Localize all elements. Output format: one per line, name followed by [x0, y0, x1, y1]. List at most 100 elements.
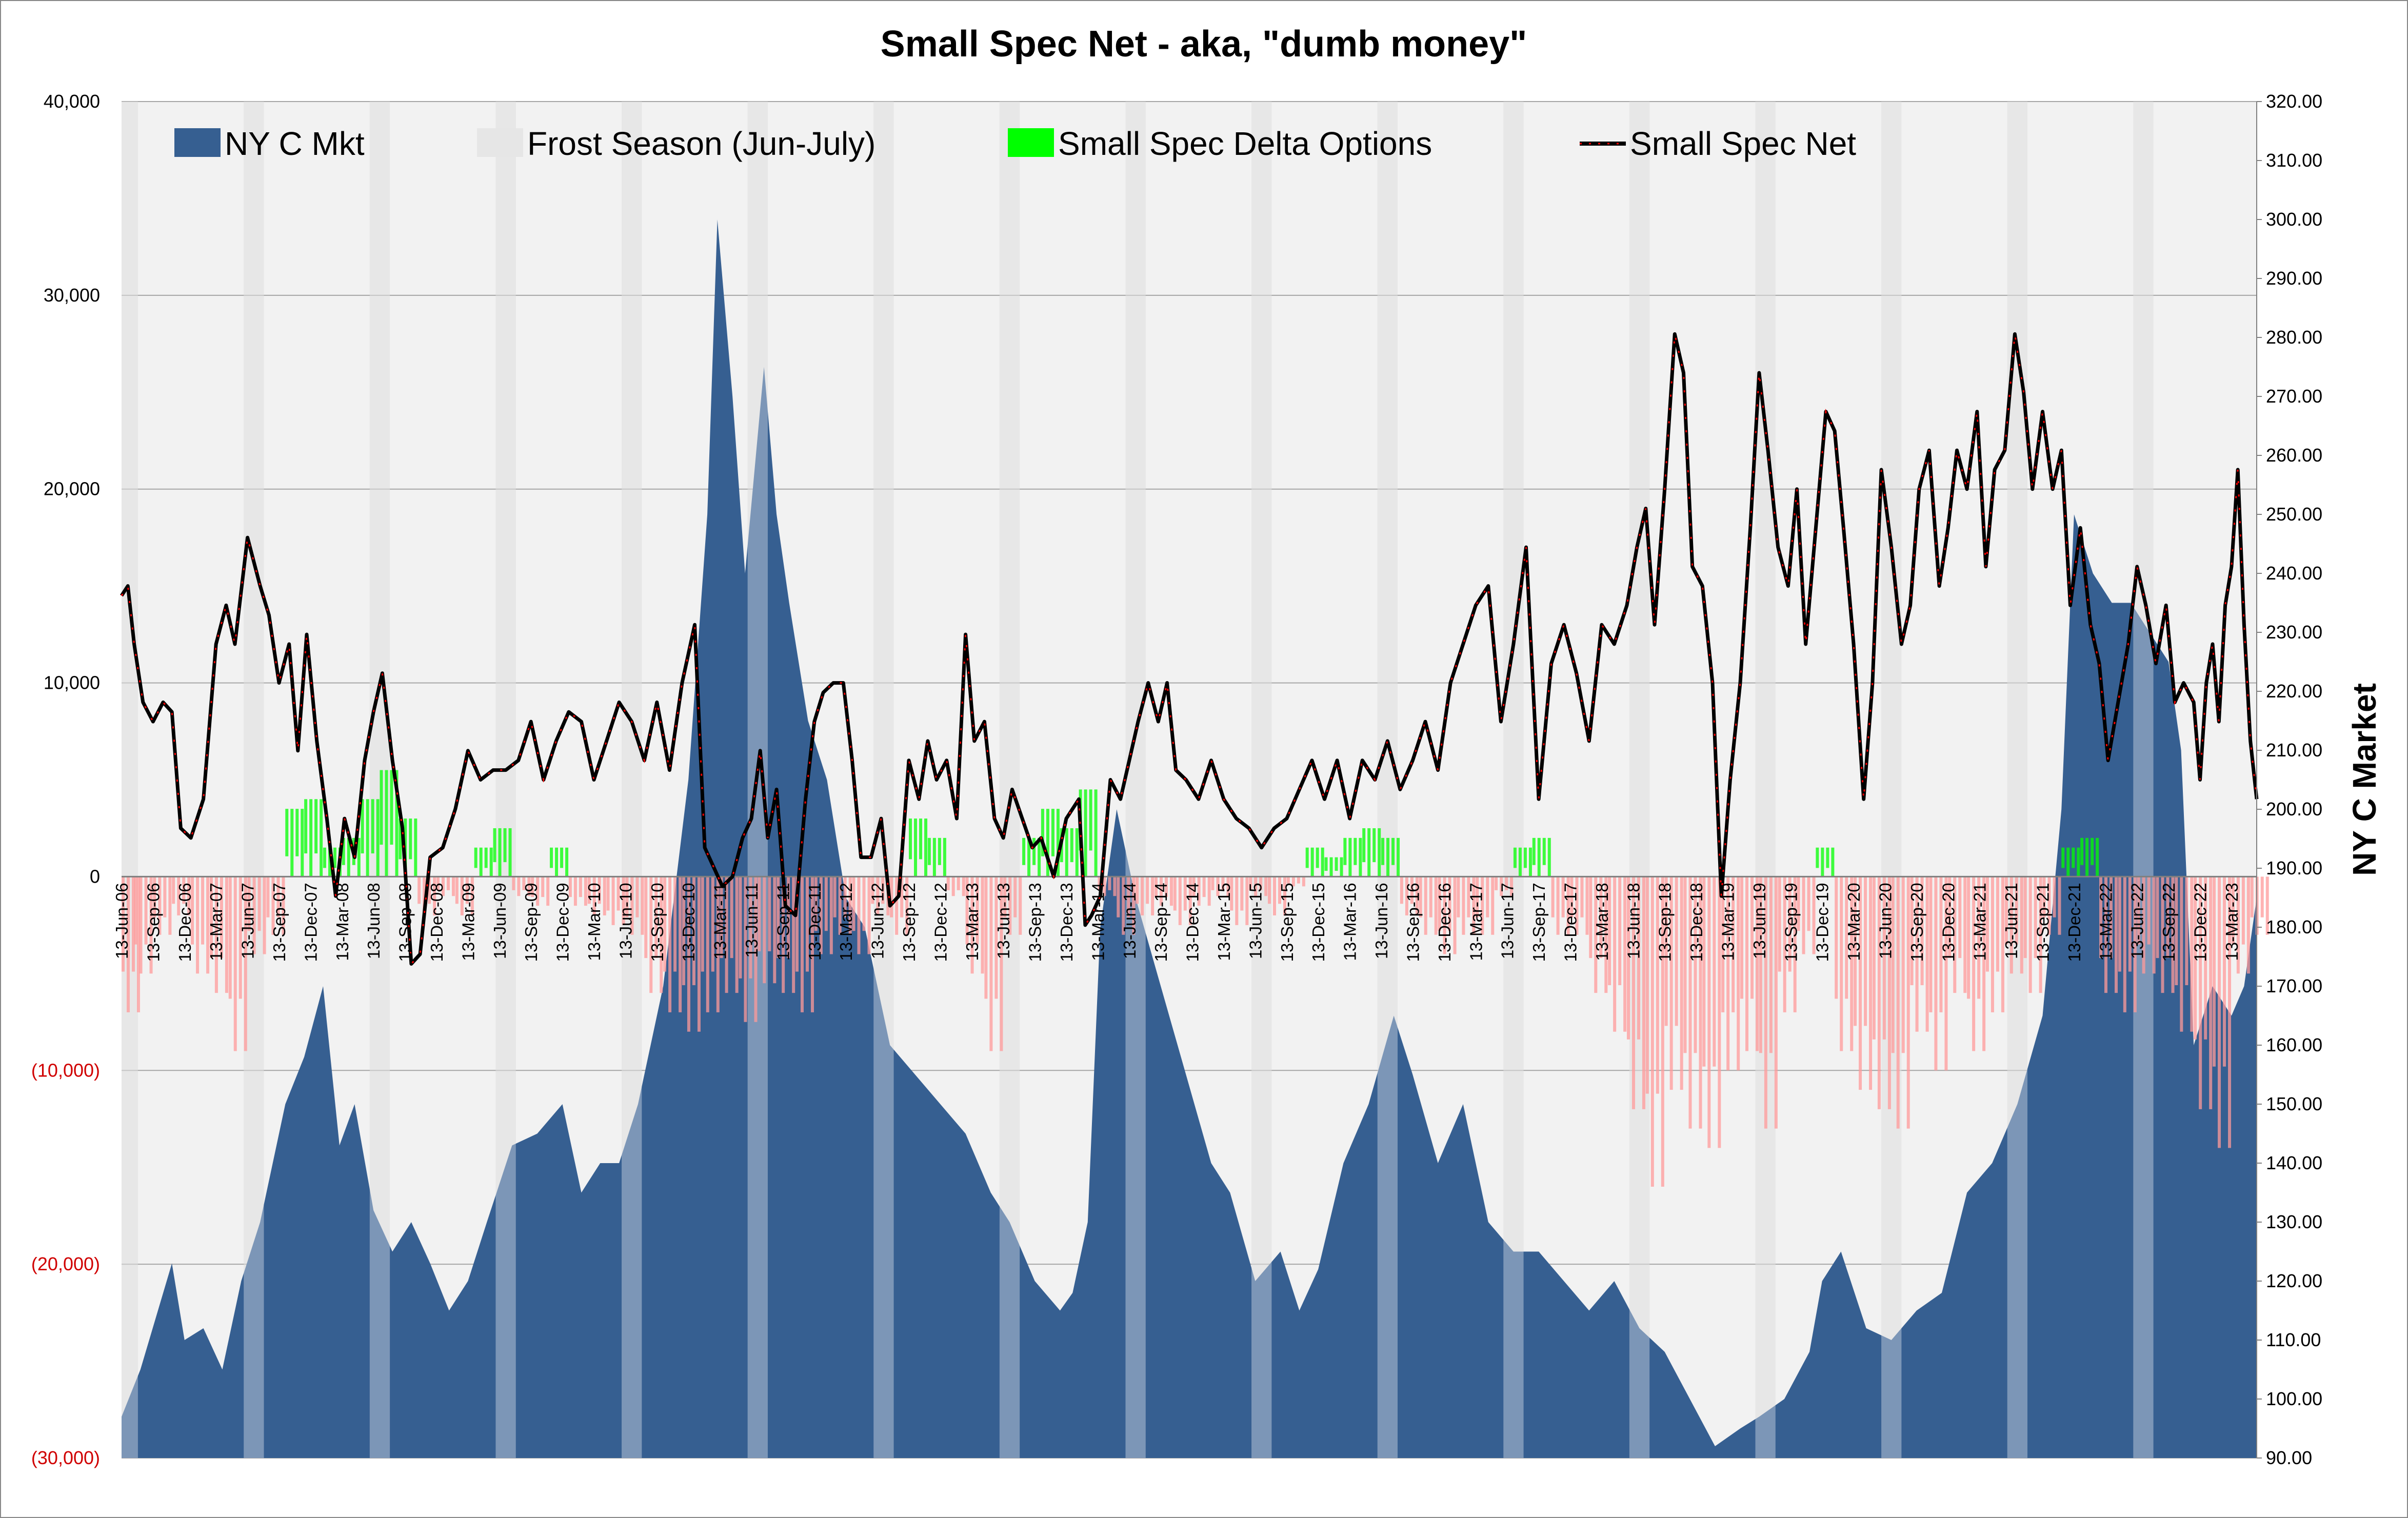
option-bar: [1977, 876, 1981, 999]
option-bar: [1178, 876, 1182, 925]
option-bar: [976, 876, 979, 945]
x-axis-tick: 13-Mar-17: [1466, 883, 1485, 961]
option-bar: [498, 828, 502, 877]
option-bar: [1958, 876, 1962, 958]
x-axis-tick: 13-Dec-10: [679, 883, 698, 962]
option-bar: [625, 876, 629, 917]
option-bar: [962, 876, 965, 896]
option-bar: [1585, 876, 1589, 935]
frost-overlay-7: [999, 102, 1020, 1458]
option-bar: [301, 809, 304, 877]
y-axis-right-tick: 90.00: [2266, 1447, 2312, 1468]
option-bar: [1901, 876, 1905, 1053]
option-bar: [399, 818, 402, 860]
option-bar: [1702, 876, 1706, 1067]
option-bar: [1944, 876, 1948, 1071]
option-bar: [1141, 876, 1144, 915]
option-bar: [1268, 876, 1271, 904]
option-bar: [2213, 876, 2216, 1067]
option-bar: [1664, 876, 1668, 1026]
option-bar: [1051, 809, 1054, 856]
option-bar: [2166, 876, 2170, 958]
option-bar: [1604, 876, 1608, 993]
frost-band-13: [1755, 102, 1776, 1458]
option-bar: [616, 876, 620, 911]
option-bar: [342, 837, 345, 865]
option-bar: [660, 876, 663, 993]
x-axis-tick: 13-Mar-08: [333, 883, 352, 961]
option-bar: [2004, 876, 2008, 945]
option-bar: [1008, 876, 1012, 935]
option-bar: [2185, 876, 2188, 986]
option-bar: [1599, 876, 1603, 958]
legend-entry: Small Spec Delta Options: [1058, 125, 1432, 162]
option-bar: [800, 876, 804, 1012]
option-bar: [1254, 876, 1258, 896]
option-bar: [266, 876, 270, 917]
x-axis-tick: 13-Dec-08: [427, 883, 446, 962]
x-axis-tick: 13-Mar-16: [1341, 883, 1360, 961]
x-axis-tick: 13-Mar-20: [1844, 883, 1863, 961]
option-bar: [512, 876, 515, 890]
y-axis-right-tick: 150.00: [2266, 1093, 2322, 1114]
option-bar: [2091, 837, 2094, 865]
option-bar: [1381, 837, 1385, 865]
x-axis-tick: 13-Jun-15: [1246, 883, 1265, 959]
option-bar: [328, 847, 331, 877]
option-bar: [649, 876, 653, 993]
option-bar: [1132, 876, 1136, 935]
option-bar: [1038, 837, 1041, 877]
option-bar: [385, 770, 388, 877]
option-bar: [838, 876, 842, 935]
option-bar: [1778, 876, 1781, 972]
option-bar: [127, 876, 130, 1012]
option-bar: [541, 876, 545, 897]
frost-overlay-10: [1377, 102, 1398, 1458]
x-axis-tick: 13-Sep-08: [396, 883, 415, 962]
option-bar: [1869, 876, 1873, 1090]
option-bar: [220, 876, 223, 958]
option-bar: [527, 876, 531, 896]
option-bar: [1920, 876, 1924, 986]
option-bar: [606, 876, 610, 911]
option-bar: [2209, 876, 2213, 1109]
option-bar: [1164, 876, 1168, 897]
option-bar: [843, 876, 847, 917]
option-bar: [1608, 876, 1611, 986]
x-axis-tick: 13-Jun-12: [868, 883, 887, 959]
option-bar: [579, 876, 582, 897]
y-axis-right-tick: 270.00: [2266, 386, 2322, 407]
option-bar: [1378, 828, 1381, 877]
option-bar: [196, 876, 200, 974]
option-bar: [1982, 876, 1986, 1051]
option-bar: [414, 818, 417, 877]
option-bar: [989, 876, 993, 1051]
option-bar: [1151, 876, 1155, 915]
option-bar: [1618, 876, 1622, 986]
option-bar: [2199, 876, 2202, 1109]
option-bar: [2118, 876, 2121, 972]
x-axis-tick: 13-Dec-09: [553, 883, 572, 962]
option-bar: [1887, 876, 1891, 1109]
option-bar: [706, 876, 709, 1012]
option-bar: [654, 876, 658, 958]
option-bar: [546, 876, 550, 906]
y-axis-right-tick: 280.00: [2266, 327, 2322, 348]
option-bar: [2023, 876, 2027, 958]
option-bar: [1699, 876, 1702, 1129]
option-bar: [376, 799, 380, 877]
option-bar: [598, 876, 601, 904]
x-axis-tick: 13-Mar-09: [459, 883, 477, 961]
x-axis-tick: 13-Dec-22: [2191, 883, 2210, 962]
option-bar: [2053, 876, 2056, 917]
x-axis-tick: 13-Mar-07: [207, 883, 226, 961]
option-bar: [172, 876, 175, 904]
x-axis-tick: 13-Jun-14: [1120, 883, 1139, 959]
x-axis-tick: 13-Sep-19: [1781, 883, 1800, 962]
option-bar: [357, 837, 361, 877]
x-axis-tick: 13-Sep-09: [522, 883, 541, 962]
option-bar: [782, 876, 785, 993]
x-axis-tick: 13-Dec-15: [1309, 883, 1328, 962]
option-bar: [1594, 876, 1598, 993]
